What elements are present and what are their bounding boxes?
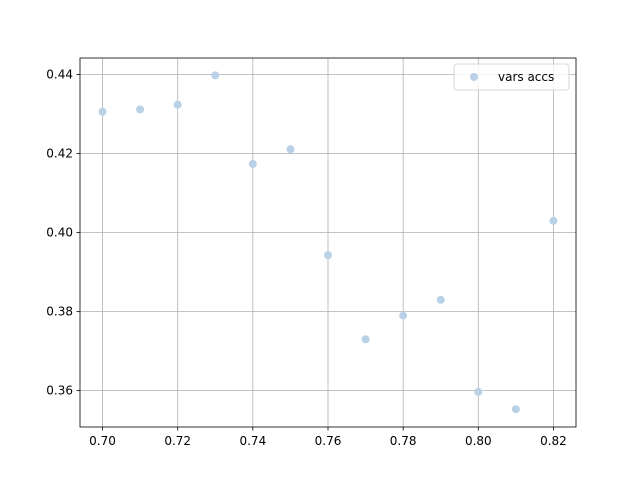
data-point bbox=[286, 145, 295, 154]
data-point bbox=[173, 100, 182, 109]
y-tick-label: 0.42 bbox=[46, 147, 73, 161]
x-axis-ticks: 0.70 0.72 0.74 0.76 0.78 0.80 0.82 bbox=[89, 427, 567, 448]
x-tick-label: 0.76 bbox=[315, 434, 342, 448]
y-axis-ticks: 0.36 0.38 0.40 0.42 0.44 bbox=[46, 68, 80, 398]
y-tick-label: 0.38 bbox=[46, 305, 73, 319]
x-tick-label: 0.78 bbox=[390, 434, 417, 448]
x-tick-label: 0.70 bbox=[89, 434, 116, 448]
data-point bbox=[511, 405, 520, 414]
data-point bbox=[98, 107, 107, 116]
y-tick-label: 0.44 bbox=[46, 68, 73, 82]
data-point bbox=[211, 71, 220, 80]
data-point bbox=[361, 335, 370, 344]
x-tick-label: 0.80 bbox=[465, 434, 492, 448]
x-tick-label: 0.82 bbox=[540, 434, 567, 448]
legend-label: vars accs bbox=[498, 70, 554, 84]
data-point bbox=[549, 216, 558, 225]
data-points bbox=[98, 71, 558, 414]
data-point bbox=[248, 159, 257, 168]
data-point bbox=[136, 105, 145, 114]
legend-marker bbox=[470, 73, 478, 81]
data-point bbox=[324, 251, 332, 260]
grid-lines bbox=[80, 58, 576, 427]
legend-box bbox=[453, 63, 570, 91]
legend: vars accs bbox=[453, 63, 570, 91]
data-point bbox=[436, 295, 445, 304]
x-tick-label: 0.72 bbox=[164, 434, 191, 448]
data-point bbox=[399, 311, 408, 320]
y-tick-label: 0.40 bbox=[46, 226, 73, 240]
y-tick-label: 0.36 bbox=[46, 384, 73, 398]
x-tick-label: 0.74 bbox=[239, 434, 266, 448]
data-point bbox=[474, 387, 483, 396]
